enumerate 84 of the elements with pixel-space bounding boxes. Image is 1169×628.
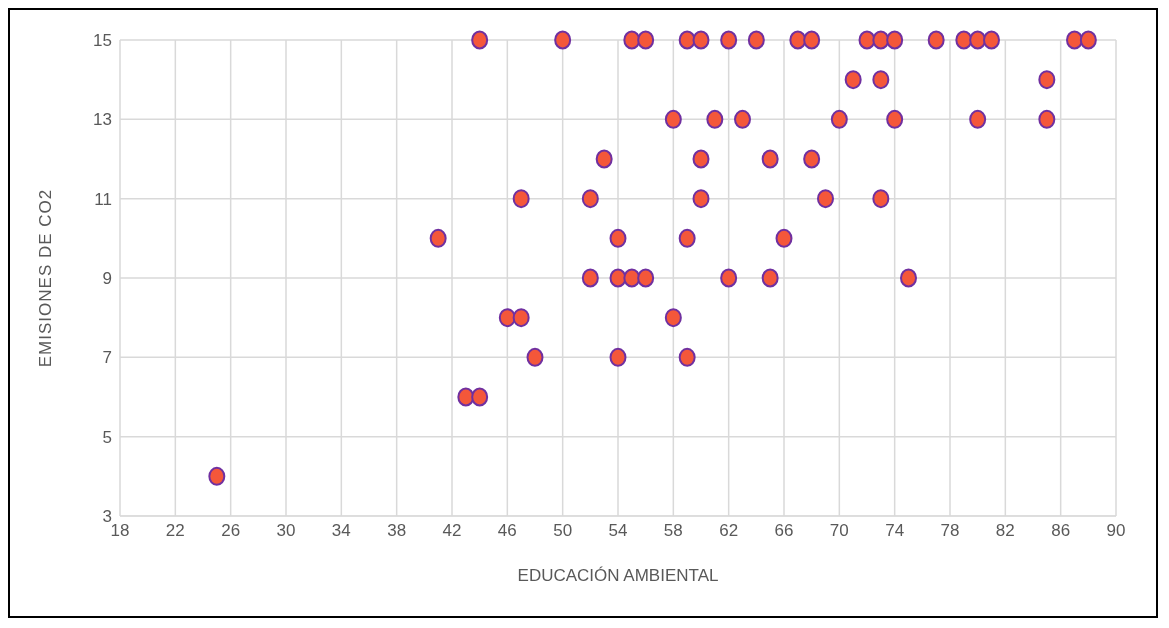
x-tick-label: 50 [553,521,573,541]
point [900,268,917,288]
x-tick-label: 22 [165,521,185,541]
y-tick-label: 11 [94,189,112,209]
x-tick-label: 26 [221,521,241,541]
point [637,30,655,50]
point [526,347,544,367]
x-tick-label: 62 [719,521,739,541]
x-tick-label: 66 [774,521,794,541]
point [886,30,904,50]
point [637,268,655,288]
point [664,308,682,328]
x-tick-label: 86 [1051,521,1071,541]
point [429,228,447,248]
x-tick-label: 90 [1106,521,1126,541]
point [692,149,710,169]
point [609,347,627,367]
x-tick-label: 70 [829,521,849,541]
point [761,268,779,288]
point [581,268,599,288]
point [927,30,945,50]
x-tick-label: 46 [497,521,517,541]
point [844,70,862,90]
y-tick-label: 5 [102,427,112,447]
point [1079,30,1097,50]
y-tick-label: 15 [93,31,112,51]
point [775,228,793,248]
x-tick-label: 34 [331,521,351,541]
point [678,228,696,248]
x-tick-label: 42 [442,521,462,541]
point [471,30,489,50]
point [678,30,696,50]
x-tick-label: 38 [387,521,407,541]
point [955,30,973,50]
point [208,466,226,486]
point [817,189,834,209]
point [512,189,530,209]
point [692,30,710,50]
point [609,228,627,248]
point [623,268,641,288]
y-tick-label: 9 [102,269,112,289]
point [872,70,890,90]
point [789,30,807,50]
point [734,109,751,129]
point [720,30,738,50]
point [554,30,572,50]
point [609,268,627,288]
point [512,308,530,328]
point [706,109,724,129]
point [830,109,848,129]
point [720,268,738,288]
point [664,109,682,129]
point [623,30,641,50]
point [692,189,710,209]
point [803,149,821,169]
point [595,149,613,169]
x-tick-label: 78 [940,521,960,541]
x-tick-label: 74 [885,521,905,541]
y-axis-title: EMISIONES DE CO2 [36,188,56,368]
point [1038,70,1056,90]
point [471,387,489,407]
point [858,30,876,50]
point [872,30,890,50]
x-tick-label: 54 [608,521,628,541]
point [457,387,475,407]
point [581,189,599,209]
point [983,30,1000,50]
point [803,30,821,50]
point [747,30,765,50]
x-tick-label: 30 [276,521,296,541]
point [761,149,779,169]
point [886,109,904,129]
point [872,189,890,209]
y-tick-label: 3 [102,507,112,527]
y-tick-label: 7 [102,348,112,368]
x-tick-label: 58 [663,521,683,541]
x-tick-label: 82 [995,521,1015,541]
point [498,308,516,328]
point [969,109,987,129]
point [1038,109,1056,129]
y-tick-label: 13 [93,110,112,130]
point [678,347,696,367]
x-axis-title: EDUCACIÓN AMBIENTAL [517,566,719,585]
x-tick-label: 18 [110,521,130,541]
